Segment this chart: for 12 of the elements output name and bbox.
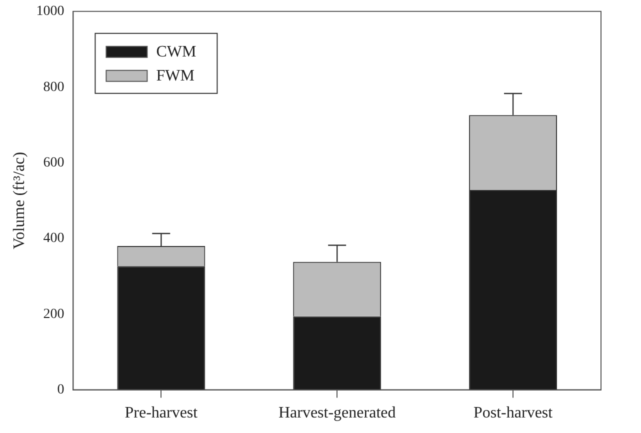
- x-tick-label: Harvest-generated: [278, 404, 396, 422]
- y-tick-label: 800: [43, 80, 64, 95]
- y-tick-label: 200: [43, 306, 64, 322]
- x-tick-label: Pre-harvest: [124, 404, 198, 422]
- y-tick-label: 1000: [36, 4, 64, 20]
- y-tick-label: 600: [43, 155, 64, 170]
- legend-label: FWM: [156, 68, 194, 85]
- y-axis-title: Volume (ft³/ac): [10, 152, 28, 250]
- y-tick-label: 0: [57, 382, 64, 398]
- x-tick-label: Post-harvest: [473, 404, 554, 422]
- legend-label: CWM: [156, 44, 196, 61]
- y-tick-label: 400: [43, 231, 64, 246]
